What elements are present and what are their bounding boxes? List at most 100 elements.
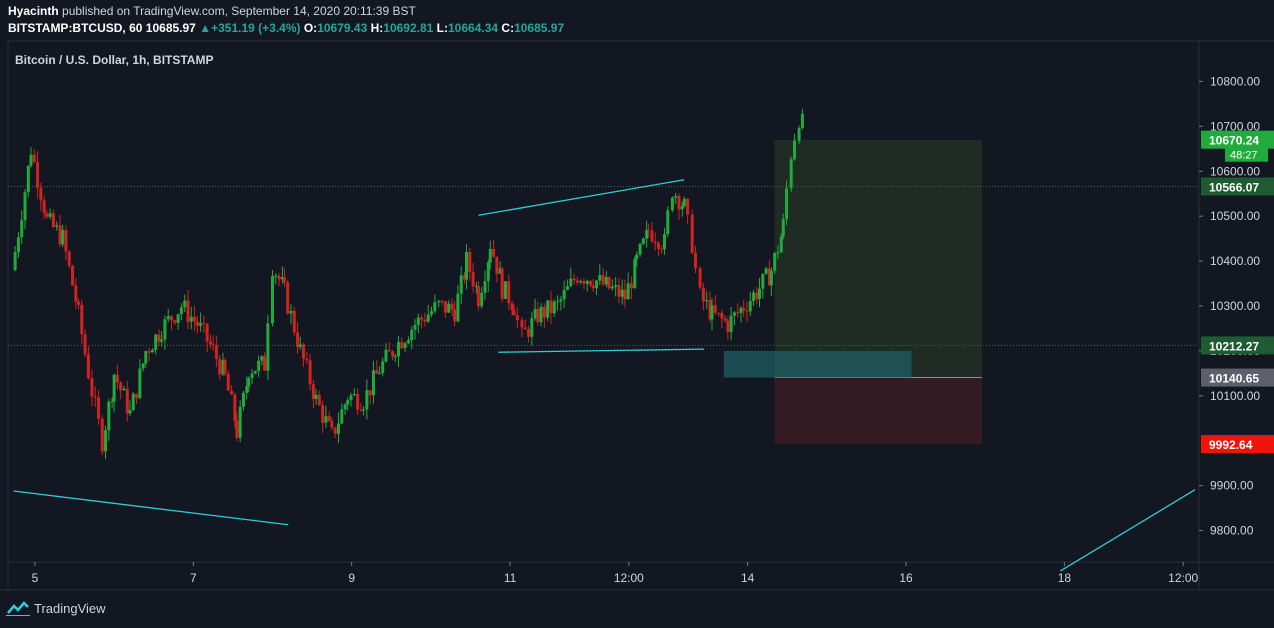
candle-body bbox=[195, 321, 199, 326]
footer-brand[interactable]: TradingView bbox=[6, 600, 106, 616]
price-label-bg bbox=[1201, 368, 1274, 387]
candle-body bbox=[83, 334, 87, 355]
candle-body bbox=[39, 187, 43, 201]
candle-body bbox=[67, 251, 71, 266]
candle-body bbox=[443, 301, 447, 313]
candle-body bbox=[562, 289, 566, 300]
candle-body bbox=[607, 277, 611, 289]
trendline-4 bbox=[1060, 489, 1196, 572]
candle-body bbox=[641, 238, 645, 244]
candle-body bbox=[420, 317, 424, 320]
y-tick-label: 10700.00 bbox=[1210, 119, 1260, 133]
candle-body bbox=[302, 344, 306, 359]
candle-body bbox=[247, 378, 251, 387]
candle-body bbox=[546, 300, 550, 318]
candle-body bbox=[296, 332, 300, 347]
candle-body bbox=[381, 361, 385, 374]
candle-body bbox=[617, 285, 621, 297]
candle-body bbox=[277, 275, 281, 280]
candle-body bbox=[20, 220, 24, 238]
candle-body bbox=[176, 314, 180, 323]
candle-body bbox=[202, 322, 206, 324]
candle-body bbox=[430, 311, 434, 315]
candle-body bbox=[686, 198, 690, 215]
candle-body bbox=[226, 373, 230, 391]
candle-body bbox=[745, 310, 749, 312]
candle-body bbox=[539, 306, 543, 323]
candle-body bbox=[107, 401, 111, 431]
candle-body bbox=[362, 409, 366, 411]
candle-body bbox=[559, 299, 563, 302]
candle-body bbox=[218, 358, 222, 375]
candle-body bbox=[330, 420, 334, 428]
candle-body bbox=[257, 360, 261, 371]
candle-body bbox=[739, 308, 743, 314]
candle-body bbox=[468, 251, 472, 272]
candle-body bbox=[183, 300, 187, 308]
candle-body bbox=[748, 300, 752, 312]
y-tick-label: 10300.00 bbox=[1210, 299, 1260, 313]
candle-body bbox=[115, 374, 119, 383]
candle-body bbox=[375, 370, 379, 374]
candle-body bbox=[657, 243, 661, 249]
candle-body bbox=[377, 373, 381, 375]
candle-body bbox=[387, 349, 391, 352]
candle-body bbox=[104, 430, 108, 452]
candle-body bbox=[447, 303, 451, 313]
candle-body bbox=[119, 382, 123, 391]
candle-body bbox=[800, 113, 804, 128]
candle-body bbox=[474, 285, 478, 287]
candle-body bbox=[150, 350, 154, 353]
y-tick-label: 10800.00 bbox=[1210, 74, 1260, 88]
entry-zone bbox=[723, 350, 912, 378]
candle-body bbox=[720, 312, 724, 319]
candle-body bbox=[298, 344, 302, 347]
candle-body bbox=[413, 324, 417, 330]
candle-body bbox=[710, 305, 714, 320]
chart-title: Bitcoin / U.S. Dollar, 1h, BITSTAMP bbox=[15, 53, 213, 67]
candle-body bbox=[776, 252, 780, 254]
candle-body bbox=[211, 344, 215, 346]
candle-body bbox=[450, 303, 454, 310]
trendline-1 bbox=[13, 490, 289, 526]
y-tick-label: 10100.00 bbox=[1210, 389, 1260, 403]
candle-body bbox=[638, 243, 642, 255]
candle-body bbox=[456, 293, 460, 322]
candle-body bbox=[235, 420, 239, 438]
candle-body bbox=[670, 197, 674, 211]
candle-body bbox=[633, 259, 637, 289]
target-zone bbox=[774, 139, 983, 378]
candle-body bbox=[58, 225, 62, 245]
candle-body bbox=[26, 165, 30, 193]
candle-body bbox=[391, 351, 395, 357]
candle-body bbox=[154, 334, 158, 351]
candle-body bbox=[250, 373, 254, 379]
candle-body bbox=[157, 334, 161, 342]
candle-body bbox=[74, 285, 78, 302]
candle-body bbox=[179, 307, 183, 315]
candle-body bbox=[352, 394, 356, 396]
candle-body bbox=[125, 388, 129, 414]
candle-body bbox=[595, 280, 599, 289]
candle-body bbox=[263, 356, 267, 371]
x-tick-label: 18 bbox=[1058, 571, 1072, 585]
candle-body bbox=[16, 237, 20, 253]
candle-body bbox=[423, 319, 427, 322]
y-tick-label: 10400.00 bbox=[1210, 254, 1260, 268]
candle-body bbox=[565, 286, 569, 290]
candle-body bbox=[708, 300, 712, 320]
candle-body bbox=[635, 254, 639, 260]
candle-body bbox=[453, 309, 457, 322]
candle-body bbox=[343, 404, 347, 410]
candle-body bbox=[29, 154, 33, 166]
candle-body bbox=[199, 322, 203, 326]
candle-body bbox=[629, 283, 633, 289]
candle-body bbox=[208, 341, 212, 345]
candle-body bbox=[698, 268, 702, 288]
candle-body bbox=[575, 280, 579, 283]
candle-body bbox=[170, 316, 174, 321]
candle-body bbox=[604, 277, 608, 285]
y-tick-label: 10600.00 bbox=[1210, 164, 1260, 178]
trendline-3 bbox=[498, 348, 705, 353]
